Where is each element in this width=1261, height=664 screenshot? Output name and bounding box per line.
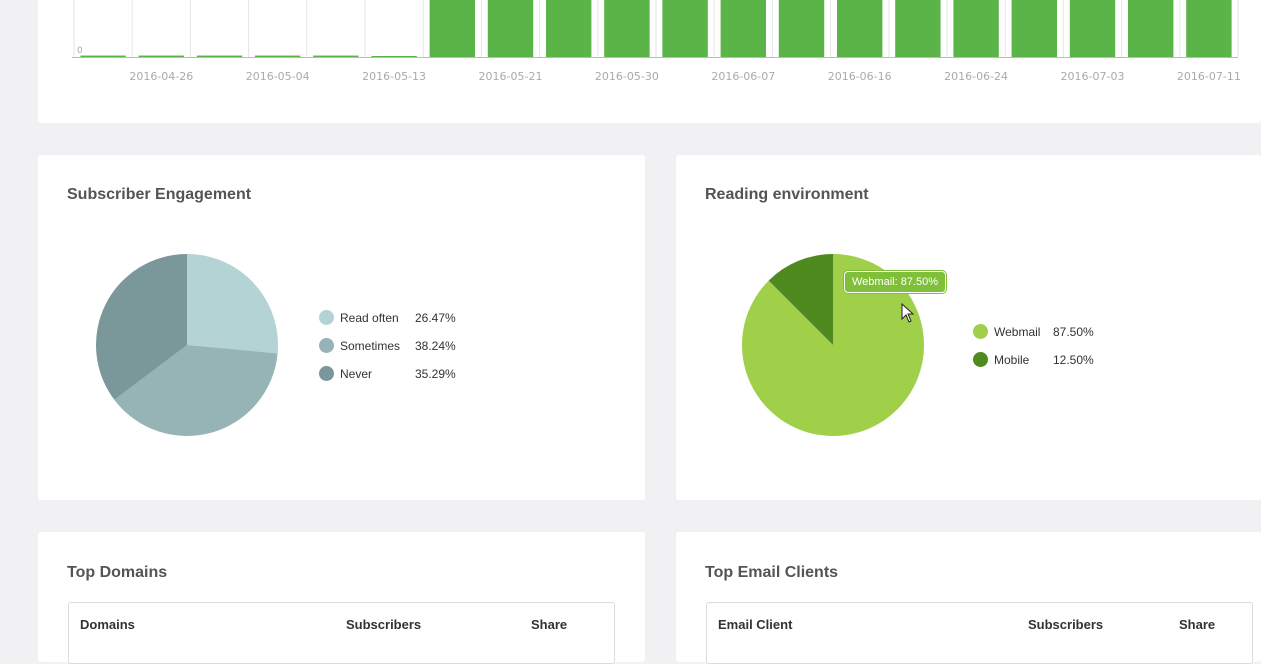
reading-pie-chart xyxy=(742,254,924,436)
bar[interactable] xyxy=(778,0,825,57)
bar[interactable] xyxy=(1128,0,1174,57)
legend-label: Sometimes xyxy=(340,339,401,353)
y-tick-label: 20 xyxy=(77,0,89,2)
legend-swatch xyxy=(973,352,988,367)
x-tick-label: 2016-06-07 xyxy=(711,70,775,83)
legend-value: 12.50% xyxy=(1053,353,1094,367)
top-email-clients-table: Email Client Subscribers Share xyxy=(706,602,1253,664)
bar[interactable] xyxy=(429,0,475,57)
bar[interactable] xyxy=(487,0,534,57)
column-header-share[interactable]: Share xyxy=(1179,617,1216,632)
legend-label: Mobile xyxy=(994,353,1030,367)
pie-slice-sometimes[interactable] xyxy=(114,345,278,437)
legend-value: 26.47% xyxy=(415,311,456,325)
bar[interactable] xyxy=(953,0,999,57)
subscriber-engagement-title: Subscriber Engagement xyxy=(67,186,252,203)
x-tick-label: 2016-05-30 xyxy=(595,70,659,83)
legend-label: Read often xyxy=(340,311,399,325)
legend-value: 87.50% xyxy=(1053,325,1094,339)
top-domains-title: Top Domains xyxy=(67,564,168,581)
bar[interactable] xyxy=(895,0,941,57)
x-tick-label: 2016-05-13 xyxy=(362,70,426,83)
bar-chart: 0 20 2016-04-26 2016-05-04 2016-05-13 2016-05… xyxy=(72,0,1241,83)
legend-label: Webmail xyxy=(994,325,1041,339)
legend-swatch xyxy=(319,366,334,381)
legend-value: 35.29% xyxy=(415,367,456,381)
column-header-email-client[interactable]: Email Client xyxy=(718,617,793,632)
bar[interactable] xyxy=(662,0,708,57)
bar[interactable] xyxy=(1011,0,1057,57)
bar[interactable] xyxy=(80,55,126,57)
pie-tooltip: Webmail: 87.50% xyxy=(844,271,947,293)
bar[interactable] xyxy=(371,56,417,57)
subscriber-engagement-card: Subscriber Engagement Read often 26.47% So… xyxy=(38,155,645,500)
subscriber-growth-card: 0 20 2016-04-26 2016-05-04 2016-05-13 2016-05… xyxy=(38,0,1261,123)
x-tick-label: 2016-05-04 xyxy=(246,70,310,83)
pie-slice-mobile[interactable] xyxy=(768,254,833,345)
x-tick-label: 2016-04-26 xyxy=(129,70,193,83)
x-tick-label: 2016-06-24 xyxy=(944,70,1008,83)
reading-environment-card: Reading environment Webmail: 87.50% Webm… xyxy=(676,155,1261,500)
pie-slice-never[interactable] xyxy=(95,254,187,400)
bar[interactable] xyxy=(138,55,184,57)
column-header-subscribers[interactable]: Subscribers xyxy=(346,617,422,632)
x-tick-label: 2016-07-03 xyxy=(1061,70,1125,83)
bar[interactable] xyxy=(313,55,359,57)
legend-label: Never xyxy=(340,367,373,381)
bar[interactable] xyxy=(720,0,766,57)
bar[interactable] xyxy=(1186,0,1232,57)
bar[interactable] xyxy=(604,0,650,57)
bar[interactable] xyxy=(196,55,243,57)
bar[interactable] xyxy=(255,55,301,57)
column-header-domains[interactable]: Domains xyxy=(80,617,135,632)
top-domains-card: Top Domains Domains Subscribers Share xyxy=(38,532,645,664)
top-email-clients-title: Top Email Clients xyxy=(705,564,839,581)
column-header-subscribers[interactable]: Subscribers xyxy=(1028,617,1104,632)
bar[interactable] xyxy=(837,0,883,57)
mouse-cursor-icon xyxy=(901,303,915,323)
top-email-clients-card: Top Email Clients Email Client Subscribe… xyxy=(676,532,1261,664)
legend-swatch xyxy=(319,310,334,325)
column-header-share[interactable]: Share xyxy=(531,617,568,632)
top-domains-table: Domains Subscribers Share xyxy=(68,602,615,664)
y-tick-label: 0 xyxy=(77,46,83,56)
x-tick-label: 2016-05-21 xyxy=(479,70,543,83)
engagement-pie-chart xyxy=(95,254,278,437)
legend-swatch xyxy=(319,338,334,353)
legend-value: 38.24% xyxy=(415,339,456,353)
pie-slice-read-often[interactable] xyxy=(187,254,278,354)
x-tick-label: 2016-07-11 xyxy=(1177,70,1241,83)
reading-environment-title: Reading environment xyxy=(705,186,869,203)
bar[interactable] xyxy=(1069,0,1116,57)
legend-swatch xyxy=(973,324,988,339)
x-tick-label: 2016-06-16 xyxy=(828,70,892,83)
bar[interactable] xyxy=(546,0,592,57)
